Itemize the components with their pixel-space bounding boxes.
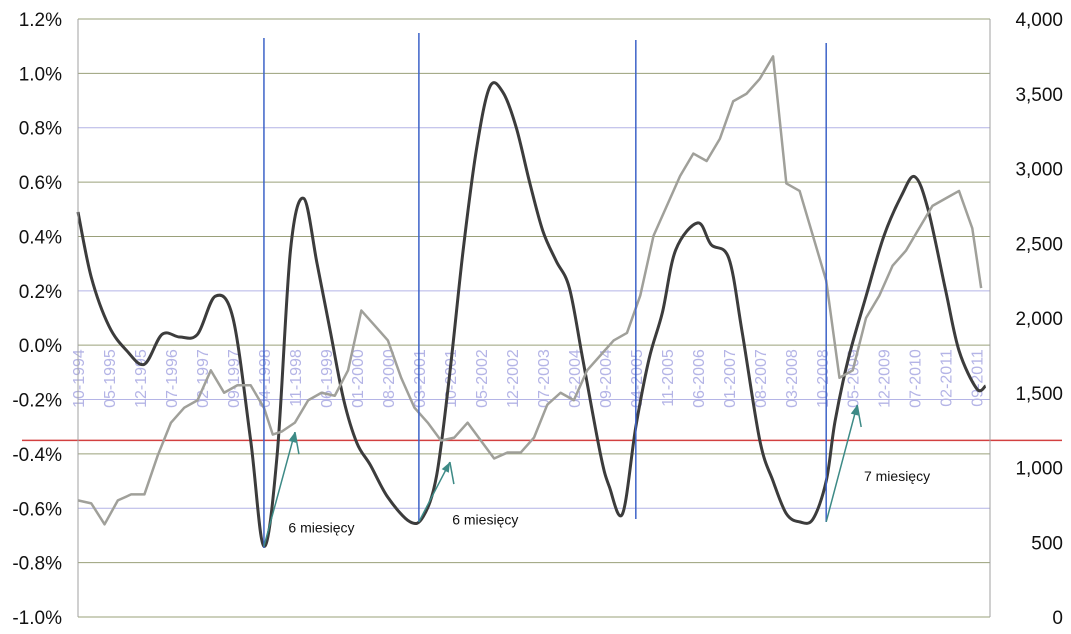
x-tick-label: 08-2000 <box>381 349 398 408</box>
series-group <box>76 55 987 548</box>
x-tick-label: 06-2006 <box>691 349 708 408</box>
left-tick-label: 1.2% <box>19 10 62 31</box>
right-tick-label: 0 <box>1052 608 1063 629</box>
left-tick-label: 0.0% <box>19 336 62 357</box>
left-tick-label: 0.2% <box>19 282 62 303</box>
arrow-tail <box>449 461 455 485</box>
right-tick-label: 3,000 <box>1015 160 1063 181</box>
x-tick-label: 05-1995 <box>102 349 119 408</box>
annotation-label: 6 miesięcy <box>452 512 518 528</box>
x-tick-label: 09-1997 <box>226 349 243 408</box>
x-tick-label: 08-2007 <box>753 349 770 408</box>
x-tick-label: 05-2009 <box>846 349 863 408</box>
x-tick-label: 12-1995 <box>133 349 150 408</box>
x-tick-label: 11-2005 <box>660 349 677 407</box>
left-tick-label: -0.4% <box>12 445 62 466</box>
indicator-series-line <box>76 81 987 548</box>
x-tick-label: 10-1994 <box>71 349 88 408</box>
x-tick-label: 02-1997 <box>195 349 212 408</box>
x-tick-label: 04-2005 <box>629 349 646 408</box>
arrows <box>263 404 862 547</box>
annotation-label: 6 miesięcy <box>288 520 354 536</box>
annotations: 6 miesięcy 6 miesięcy 7 miesięcy <box>288 468 930 536</box>
x-tick-label: 03-2001 <box>412 349 429 408</box>
x-tick-label: 07-2010 <box>908 349 925 408</box>
right-tick-label: 2,000 <box>1015 309 1063 330</box>
arrow-tail <box>856 404 862 428</box>
arrow-head <box>850 404 859 416</box>
left-tick-label: -0.8% <box>12 554 62 575</box>
x-tick-label: 12-2009 <box>877 349 894 408</box>
x-tick-label: 02-2004 <box>567 349 584 408</box>
left-axis-tick-labels: -1.0% -0.8% -0.6% -0.4% -0.2% 0.0% 0.2% 0.4% 0.6… <box>12 10 62 629</box>
x-tick-label: 05-2002 <box>474 349 491 408</box>
left-tick-label: 0.6% <box>19 173 62 194</box>
left-tick-label: 0.8% <box>19 119 62 140</box>
left-tick-label: 1.0% <box>19 64 62 85</box>
axes <box>77 19 991 617</box>
x-tick-label: 02-2011 <box>939 349 956 407</box>
left-tick-label: -0.6% <box>12 499 62 520</box>
right-tick-label: 3,500 <box>1015 85 1063 106</box>
x-tick-label: 07-2003 <box>536 349 553 408</box>
x-tick-label: 12-2002 <box>505 349 522 408</box>
x-axis-tick-labels: 10-1994 05-1995 12-1995 07-1996 02-1997 09-19… <box>71 349 987 408</box>
arrow-line <box>263 431 296 547</box>
gridlines <box>78 18 990 618</box>
x-tick-label: 06-1999 <box>319 349 336 408</box>
vertical-markers <box>263 33 827 548</box>
index-series-line <box>77 55 983 526</box>
right-tick-label: 1,000 <box>1015 459 1063 480</box>
x-tick-label: 07-1996 <box>164 349 181 408</box>
left-tick-label: 0.4% <box>19 227 62 248</box>
x-tick-label: 10-2008 <box>815 349 832 408</box>
arrow-line <box>825 404 858 523</box>
arrow-head <box>288 432 297 443</box>
right-tick-label: 1,500 <box>1015 384 1063 405</box>
x-tick-label: 03-2008 <box>784 349 801 408</box>
right-tick-label: 2,500 <box>1015 234 1063 255</box>
arrow-tail <box>294 432 300 455</box>
right-tick-label: 4,000 <box>1015 10 1063 31</box>
x-tick-label: 01-2000 <box>350 349 367 408</box>
x-tick-label: 01-2007 <box>722 349 739 408</box>
arrow-line <box>418 461 451 523</box>
left-tick-label: -1.0% <box>12 608 62 629</box>
right-axis-tick-labels: 0 500 1,000 1,500 2,000 2,500 3,000 3,500 4,000 <box>1015 10 1063 629</box>
x-tick-label: 11-1998 <box>288 349 305 407</box>
x-tick-label: 09-2004 <box>598 349 615 408</box>
annotation-label: 7 miesięcy <box>864 468 930 484</box>
right-tick-label: 500 <box>1031 533 1063 554</box>
x-tick-label: 04-1998 <box>257 349 274 408</box>
arrow-head <box>441 462 450 473</box>
left-tick-label: -0.2% <box>12 391 62 412</box>
x-tick-label: 09-2011 <box>970 349 987 407</box>
